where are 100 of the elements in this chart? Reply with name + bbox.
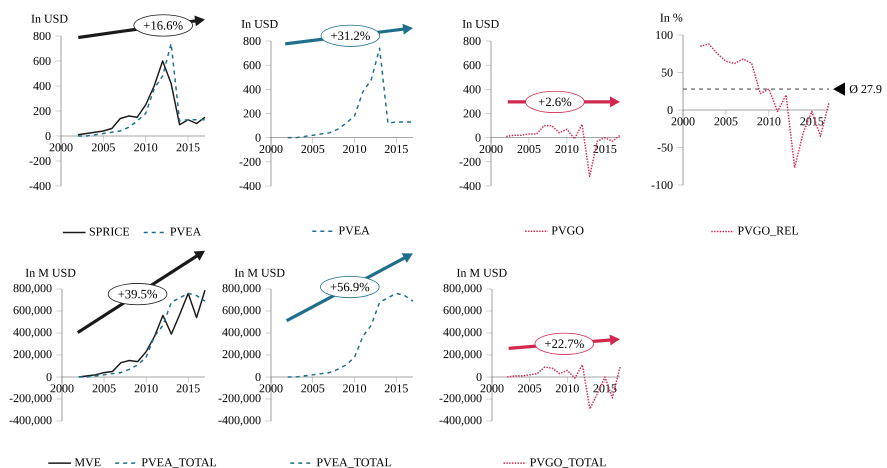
x-tick-label: 2000: [50, 143, 73, 152]
y-axis-title: In USD: [31, 14, 68, 23]
x-tick-label: 2010: [134, 384, 158, 392]
y-tick-label: 0: [46, 372, 52, 382]
y-tick-label: 400,000: [222, 328, 261, 338]
y-tick-label: 400: [243, 85, 261, 94]
y-tick-label: 400: [33, 82, 51, 90]
x-tick-label: 2000: [260, 384, 283, 392]
x-tick-label: 2000: [480, 384, 504, 392]
y-tick-label: 800,000: [444, 284, 482, 294]
legend-label: PVEA: [338, 226, 370, 235]
y-tick-label: 600,000: [444, 306, 482, 316]
y-tick-label: -400,000: [9, 416, 52, 426]
y-tick-label: 0: [256, 134, 261, 142]
line-series: [506, 364, 621, 410]
y-tick-label: 400,000: [443, 328, 482, 338]
text: +31.2%: [331, 31, 370, 40]
legend-label: PVGO: [552, 226, 584, 235]
x-tick-label: 2005: [517, 144, 540, 154]
x-tick-label: 2010: [555, 144, 578, 154]
line-series: [77, 60, 206, 136]
legend-label: PVEA_TOTAL: [316, 458, 392, 468]
y-tick-label: 50: [662, 68, 673, 77]
y-tick-label: 800,000: [222, 284, 261, 294]
y-axis-title: In USD: [462, 20, 499, 28]
y-axis-title: In M USD: [26, 268, 76, 277]
y-tick-label: -200: [459, 158, 481, 166]
y-tick-label: 0: [256, 372, 261, 382]
annotation: +56.9%: [330, 282, 370, 292]
legend-label: MVE: [74, 458, 100, 466]
x-tick-label: 2005: [301, 144, 324, 154]
y-tick-label: -400: [29, 182, 51, 190]
y-tick-label: 0: [46, 132, 51, 140]
x-tick-label: 2010: [343, 384, 366, 392]
x-tick-label: 2010: [134, 143, 158, 152]
x-tick-label: 2000: [50, 384, 74, 392]
y-tick-label: 800: [244, 36, 261, 46]
legend-label: PVGO_REL: [738, 226, 798, 236]
y-tick-label: 200,000: [222, 350, 261, 360]
y-tick-label: -400,000: [439, 416, 482, 426]
y-axis-title: In M USD: [234, 268, 284, 277]
y-tick-label: 400,000: [13, 328, 52, 338]
y-tick-label: 800: [34, 32, 51, 40]
y-axis-title: In M USD: [456, 268, 507, 277]
y-tick-label: 200,000: [14, 350, 52, 360]
y-tick-label: 200,000: [444, 350, 482, 360]
y-tick-label: -200,000: [439, 394, 482, 404]
line-series: [505, 124, 621, 178]
y-tick-label: -400,000: [218, 416, 261, 426]
y-axis-title: In USD: [242, 20, 278, 28]
y-tick-label: 200: [244, 109, 261, 118]
y-tick-label: -200,000: [218, 394, 261, 404]
y-tick-label: 800,000: [14, 284, 52, 294]
text: +16.6%: [144, 21, 183, 30]
ref-line-label: Ø 27.9: [850, 84, 882, 94]
x-tick-label: 2015: [384, 144, 408, 154]
y-tick-label: 600: [34, 56, 51, 66]
legend-label: PVEA_TOTAL: [142, 458, 216, 468]
annotation: +2.6%: [538, 98, 572, 106]
x-tick-label: 2000: [480, 144, 503, 154]
annotation: +22.7%: [545, 339, 584, 348]
y-axis-title: In %: [660, 14, 682, 22]
y-tick-label: -200: [29, 156, 51, 166]
y-tick-label: 100: [656, 30, 673, 40]
x-tick-label: 2015: [384, 384, 408, 392]
x-tick-label: 2005: [92, 143, 115, 152]
y-tick-label: 0: [668, 106, 673, 114]
legend-label: SPRICE: [90, 228, 130, 236]
x-tick-label: 2000: [260, 144, 283, 154]
y-tick-label: 400: [463, 85, 481, 94]
x-tick-label: 2010: [556, 384, 579, 392]
y-tick-label: 200: [34, 106, 51, 116]
x-tick-label: 2005: [92, 384, 116, 392]
y-tick-label: 800: [464, 36, 481, 46]
annotation: +39.5%: [118, 290, 158, 298]
x-tick-label: 2005: [301, 384, 324, 392]
y-tick-label: -200: [239, 158, 261, 166]
y-tick-label: 600,000: [14, 306, 52, 316]
y-tick-label: -50: [658, 143, 673, 152]
y-tick-label: -100: [652, 180, 673, 190]
y-tick-label: -400: [239, 182, 261, 190]
x-tick-label: 2015: [176, 384, 200, 392]
y-tick-label: -400: [459, 182, 481, 190]
legend-label: PVEA: [170, 228, 202, 236]
y-tick-label: 200: [464, 109, 481, 118]
x-tick-label: 2010: [757, 117, 780, 126]
x-tick-label: 2000: [672, 117, 695, 126]
x-tick-label: 2010: [343, 144, 366, 154]
y-tick-label: 0: [476, 372, 482, 382]
y-tick-label: 600,000: [222, 306, 261, 316]
y-tick-label: 0: [476, 134, 481, 142]
y-tick-label: -200,000: [9, 394, 52, 404]
x-tick-label: 2005: [714, 117, 738, 126]
line-series: [699, 43, 830, 168]
legend-label: PVGO_TOTAL: [530, 458, 606, 468]
y-tick-label: 600: [464, 61, 481, 70]
x-tick-label: 2005: [518, 384, 542, 392]
y-tick-label: 600: [244, 61, 261, 70]
x-tick-label: 2015: [593, 144, 616, 154]
x-tick-label: 2015: [176, 143, 200, 152]
